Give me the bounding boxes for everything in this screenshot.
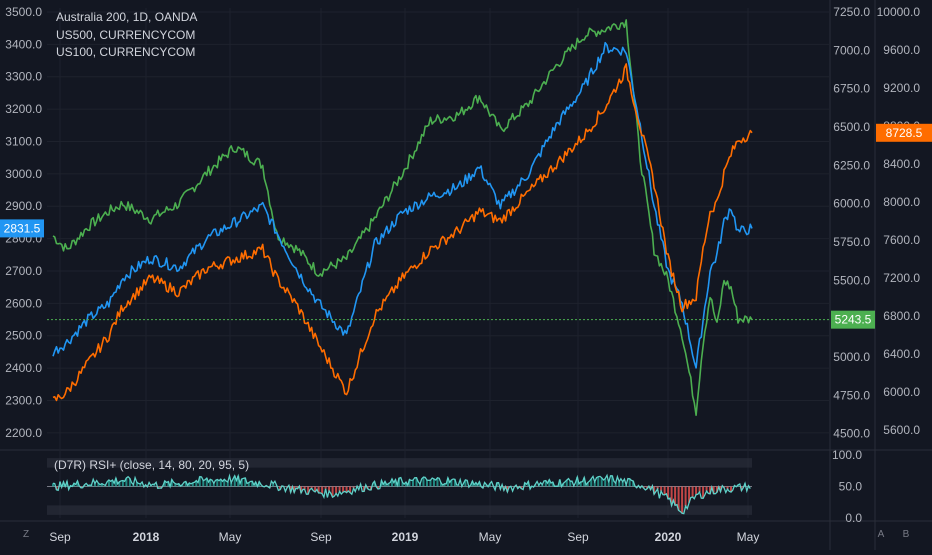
y-mid-tick-label: 4750.0	[833, 388, 870, 402]
asx-price-label: 5243.5	[835, 313, 872, 327]
rsi-bar	[429, 480, 431, 486]
y-mid-tick-label: 7000.0	[833, 43, 870, 57]
y-right-tick-label: 9600.0	[883, 43, 920, 57]
y-left-tick-label: 3000.0	[5, 167, 42, 181]
rsi-bar	[202, 481, 204, 487]
x-tick-label: 2018	[133, 530, 160, 544]
y-left-tick-label: 3100.0	[5, 134, 42, 148]
rsi-tick-label: 100.0	[832, 448, 862, 462]
y-right-tick-label: 8400.0	[883, 157, 920, 171]
y-mid-tick-label: 6000.0	[833, 197, 870, 211]
y-mid-tick-label: 4500.0	[833, 427, 870, 441]
legend-ndx[interactable]: US100, CURRENCYCOM	[56, 45, 195, 59]
x-tick-label: May	[219, 530, 242, 544]
legend-spx[interactable]: US500, CURRENCYCOM	[56, 28, 195, 42]
ndx-price-label: 8728.5	[886, 126, 923, 140]
rsi-lower-band	[47, 505, 752, 514]
y-left-tick-label: 3400.0	[5, 37, 42, 51]
x-tick-label: 2019	[392, 530, 419, 544]
x-tick-label: Sep	[310, 530, 332, 544]
y-left-tick-label: 2300.0	[5, 393, 42, 407]
rsi-tick-label: 0.0	[845, 511, 862, 525]
y-mid-tick-label: 5500.0	[833, 273, 870, 287]
rsi-bar	[681, 487, 683, 514]
y-mid-tick-label: 6250.0	[833, 158, 870, 172]
log-scale-button[interactable]: B	[898, 527, 914, 543]
y-left-tick-label: 2600.0	[5, 296, 42, 310]
y-left-tick-label: 3200.0	[5, 102, 42, 116]
y-right-tick-label: 5600.0	[883, 423, 920, 437]
rsi-bar	[695, 487, 697, 495]
y-left-tick-label: 2200.0	[5, 426, 42, 440]
y-right-tick-label: 7200.0	[883, 271, 920, 285]
rsi-bar	[664, 487, 666, 495]
y-mid-tick-label: 7250.0	[833, 5, 870, 19]
rsi-bar	[325, 487, 327, 489]
y-mid-tick-label: 6750.0	[833, 82, 870, 96]
x-tick-label: Sep	[567, 530, 589, 544]
y-left-tick-label: 2400.0	[5, 361, 42, 375]
rsi-bar	[321, 487, 323, 494]
x-tick-label: May	[737, 530, 760, 544]
rsi-bar	[608, 483, 610, 487]
y-right-tick-label: 10000.0	[877, 5, 921, 19]
x-tick-label: May	[479, 530, 502, 544]
y-mid-tick-label: 5750.0	[833, 235, 870, 249]
y-left-tick-label: 2700.0	[5, 264, 42, 278]
y-right-tick-label: 6800.0	[883, 309, 920, 323]
spx-price-label: 2831.5	[4, 221, 41, 235]
auto-scale-button[interactable]: A	[873, 527, 889, 543]
y-right-tick-label: 9200.0	[883, 81, 920, 95]
rsi-bar	[685, 487, 687, 507]
x-tick-label: Sep	[49, 530, 71, 544]
rsi-bar	[426, 480, 428, 486]
legend-asx[interactable]: Australia 200, 1D, OANDA	[56, 10, 197, 24]
rsi-bar	[569, 481, 571, 486]
y-mid-tick-label: 5000.0	[833, 350, 870, 364]
rsi-bar	[692, 487, 694, 497]
y-right-tick-label: 6400.0	[883, 347, 920, 361]
y-left-tick-label: 2500.0	[5, 329, 42, 343]
rsi-bar	[597, 477, 599, 487]
y-right-tick-label: 7600.0	[883, 233, 920, 247]
zoom-button[interactable]: Z	[18, 527, 34, 543]
rsi-bar	[412, 480, 414, 486]
y-left-tick-label: 3300.0	[5, 70, 42, 84]
rsi-indicator-title[interactable]: (D7R) RSI+ (close, 14, 80, 20, 95, 5)	[54, 458, 249, 472]
y-left-tick-label: 2900.0	[5, 199, 42, 213]
y-mid-tick-label: 6500.0	[833, 120, 870, 134]
y-left-tick-label: 3500.0	[5, 5, 42, 19]
rsi-tick-label: 50.0	[839, 480, 863, 494]
x-tick-label: 2020	[655, 530, 682, 544]
y-right-tick-label: 8000.0	[883, 195, 920, 209]
y-right-tick-label: 6000.0	[883, 385, 920, 399]
